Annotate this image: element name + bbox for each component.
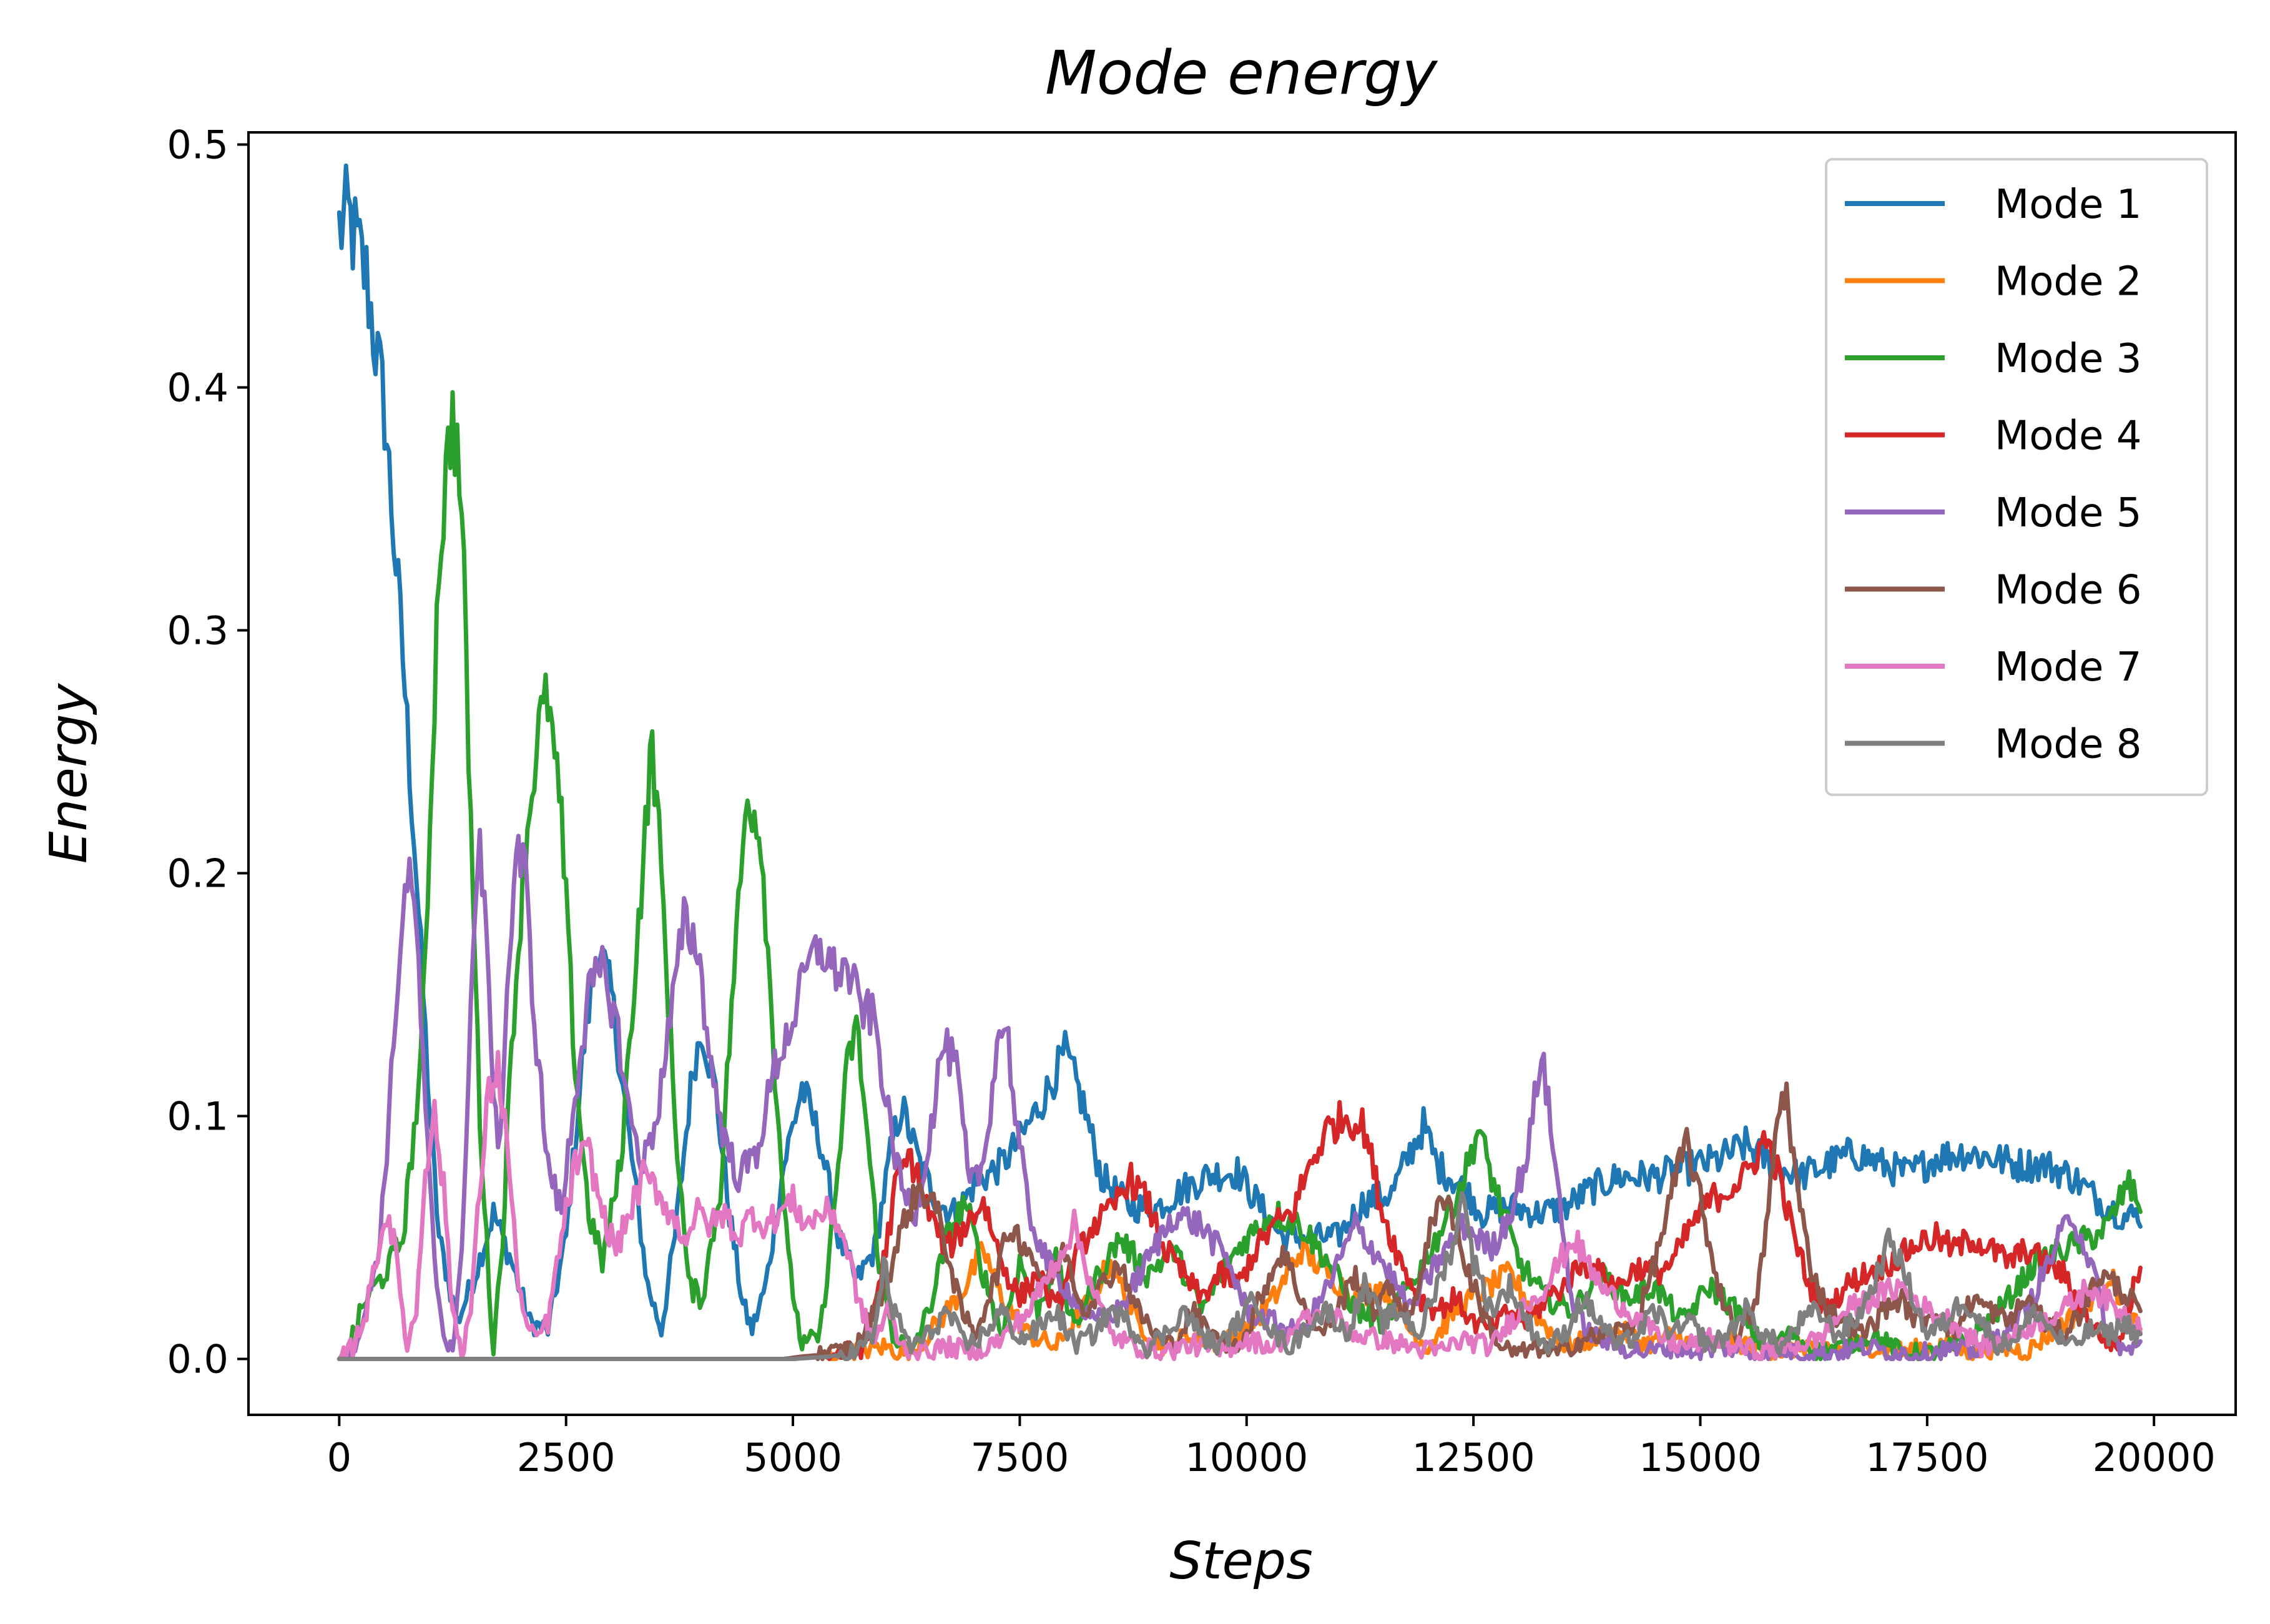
- x-tick-label: 10000: [1185, 1435, 1308, 1480]
- y-tick-label: 0.2: [167, 850, 228, 896]
- x-tick-label: 20000: [2093, 1435, 2216, 1480]
- legend-label-mode-5: Mode 5: [1995, 490, 2141, 536]
- y-axis: 0.0 0.1 0.2 0.3 0.4 0.5: [167, 122, 248, 1382]
- legend-label-mode-7: Mode 7: [1995, 644, 2141, 691]
- series-line-mode-3: [337, 390, 2143, 1361]
- legend: Mode 1 Mode 2 Mode 3 Mode 4 Mode 5 Mode 6 Mode…: [1825, 158, 2208, 796]
- legend-label-mode-1: Mode 1: [1995, 182, 2141, 228]
- legend-label-mode-4: Mode 4: [1995, 413, 2141, 460]
- x-tick-label: 12500: [1412, 1435, 1535, 1480]
- legend-label-mode-8: Mode 8: [1995, 722, 2141, 768]
- x-tick-label: 2500: [517, 1435, 616, 1480]
- chart-title: Mode energy: [1045, 38, 1438, 108]
- x-axis: 0 2500 5000 7500 10000 12500 15000 17500 20000: [327, 1415, 2216, 1480]
- x-tick-label: 7500: [971, 1435, 1069, 1480]
- x-axis-title: Steps: [1169, 1532, 1312, 1591]
- legend-label-mode-3: Mode 3: [1995, 336, 2141, 382]
- y-tick-label: 0.3: [167, 608, 228, 653]
- x-tick-label: 5000: [744, 1435, 842, 1480]
- series-line-mode-8: [337, 1191, 2143, 1361]
- y-tick-label: 0.4: [167, 365, 228, 410]
- y-tick-label: 0.5: [167, 122, 228, 167]
- series-line-mode-1: [337, 163, 2143, 1338]
- plot-frame: [247, 131, 2237, 1416]
- x-tick-label: 15000: [1639, 1435, 1762, 1480]
- series-layer: [337, 163, 2143, 1361]
- series-line-mode-7: [337, 1050, 2143, 1361]
- legend-label-mode-2: Mode 2: [1995, 259, 2141, 305]
- x-tick-label: 17500: [1865, 1435, 1988, 1480]
- legend-label-mode-6: Mode 6: [1995, 568, 2141, 614]
- y-axis-title: Energy: [39, 682, 99, 864]
- series-line-mode-5: [337, 827, 2143, 1361]
- y-tick-label: 0.0: [167, 1337, 228, 1382]
- legend-box: [1825, 158, 2208, 796]
- y-tick-label: 0.1: [167, 1094, 228, 1139]
- x-tick-label: 0: [327, 1435, 351, 1480]
